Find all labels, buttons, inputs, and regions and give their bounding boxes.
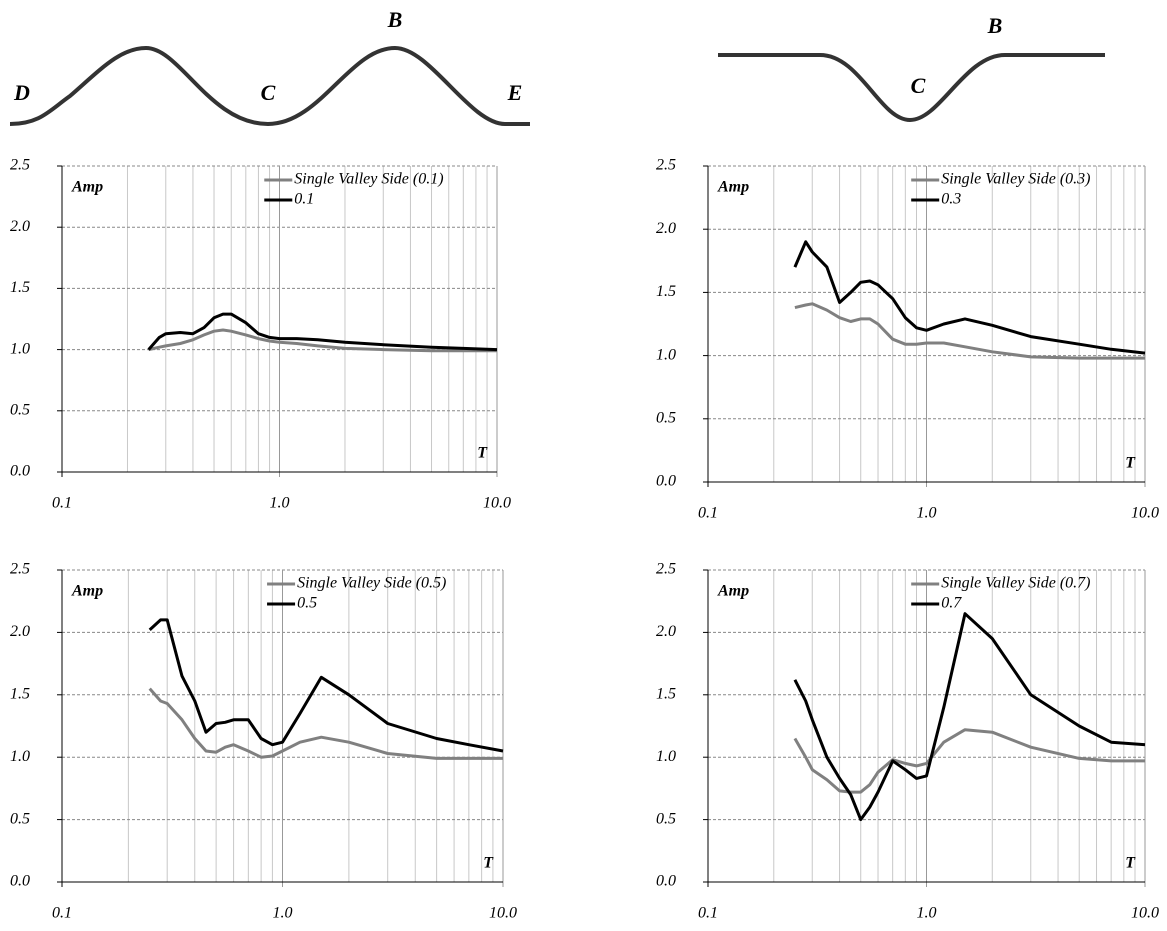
diagram-label: E: [507, 80, 523, 105]
series-line: [794, 302, 1145, 360]
y-tick-label: 1.5: [10, 279, 30, 296]
series-line: [148, 328, 497, 353]
x-tick-label: 0.1: [52, 905, 72, 922]
y-axis-label: Amp: [717, 583, 749, 600]
y-tick-label: 1.5: [656, 283, 676, 300]
legend-label: 0.3: [941, 191, 961, 208]
x-axis-label: T: [483, 855, 494, 872]
x-tick-label: 1.0: [270, 495, 290, 512]
x-axis-label: T: [1125, 455, 1136, 472]
diagram-label: C: [911, 73, 926, 98]
series-line: [793, 240, 1146, 355]
legend-label: 0.1: [294, 191, 314, 208]
legend-label: Single Valley Side (0.5): [297, 575, 446, 592]
series-line: [793, 612, 1146, 822]
legend-label: Single Valley Side (0.7): [941, 575, 1090, 592]
y-tick-label: 1.5: [656, 685, 676, 702]
y-tick-label: 2.5: [656, 561, 676, 578]
y-tick-label: 2.5: [10, 157, 30, 174]
y-tick-label: 0.5: [656, 409, 676, 426]
y-tick-label: 0.5: [656, 810, 676, 827]
series-line: [147, 312, 498, 352]
y-tick-label: 0.0: [10, 873, 30, 890]
diagram-label: D: [13, 80, 30, 105]
x-tick-label: 10.0: [483, 495, 511, 512]
y-tick-label: 0.5: [10, 401, 30, 418]
y-tick-label: 2.0: [10, 623, 30, 640]
y-tick-label: 2.5: [656, 157, 676, 174]
x-tick-label: 1.0: [273, 905, 293, 922]
x-tick-label: 10.0: [489, 905, 517, 922]
x-tick-label: 0.1: [698, 505, 718, 522]
x-tick-label: 0.1: [52, 495, 72, 512]
y-tick-label: 2.0: [656, 623, 676, 640]
x-tick-label: 1.0: [917, 505, 937, 522]
y-tick-label: 2.5: [10, 561, 30, 578]
legend-label: 0.5: [297, 595, 317, 612]
y-tick-label: 1.0: [10, 748, 30, 765]
x-tick-label: 1.0: [917, 905, 937, 922]
diagram-label: B: [387, 7, 403, 32]
y-tick-label: 0.0: [656, 473, 676, 490]
series-line: [148, 618, 504, 753]
y-tick-label: 0.0: [656, 873, 676, 890]
x-axis-label: T: [477, 445, 488, 462]
y-axis-label: Amp: [71, 179, 103, 196]
y-tick-label: 2.0: [656, 220, 676, 237]
diagram-label: C: [261, 80, 276, 105]
single-valley-profile: [718, 53, 1105, 123]
y-tick-label: 0.5: [10, 810, 30, 827]
y-axis-label: Amp: [717, 179, 749, 196]
x-tick-label: 10.0: [1131, 505, 1159, 522]
x-tick-label: 0.1: [698, 905, 718, 922]
legend-label: Single Valley Side (0.3): [941, 171, 1090, 188]
x-axis-label: T: [1125, 855, 1136, 872]
y-tick-label: 1.5: [10, 685, 30, 702]
legend-label: 0.7: [941, 595, 962, 612]
diagram-label: B: [987, 13, 1003, 38]
y-tick-label: 1.0: [656, 346, 676, 363]
legend-label: Single Valley Side (0.1): [294, 171, 443, 188]
series-line: [148, 687, 503, 760]
valley-profile: [9, 45, 530, 127]
x-tick-label: 10.0: [1131, 905, 1159, 922]
series-line: [793, 728, 1145, 794]
y-tick-label: 1.0: [10, 340, 30, 357]
y-axis-label: Amp: [71, 583, 103, 600]
y-tick-label: 2.0: [10, 218, 30, 235]
y-tick-label: 0.0: [10, 463, 30, 480]
y-tick-label: 1.0: [656, 748, 676, 765]
